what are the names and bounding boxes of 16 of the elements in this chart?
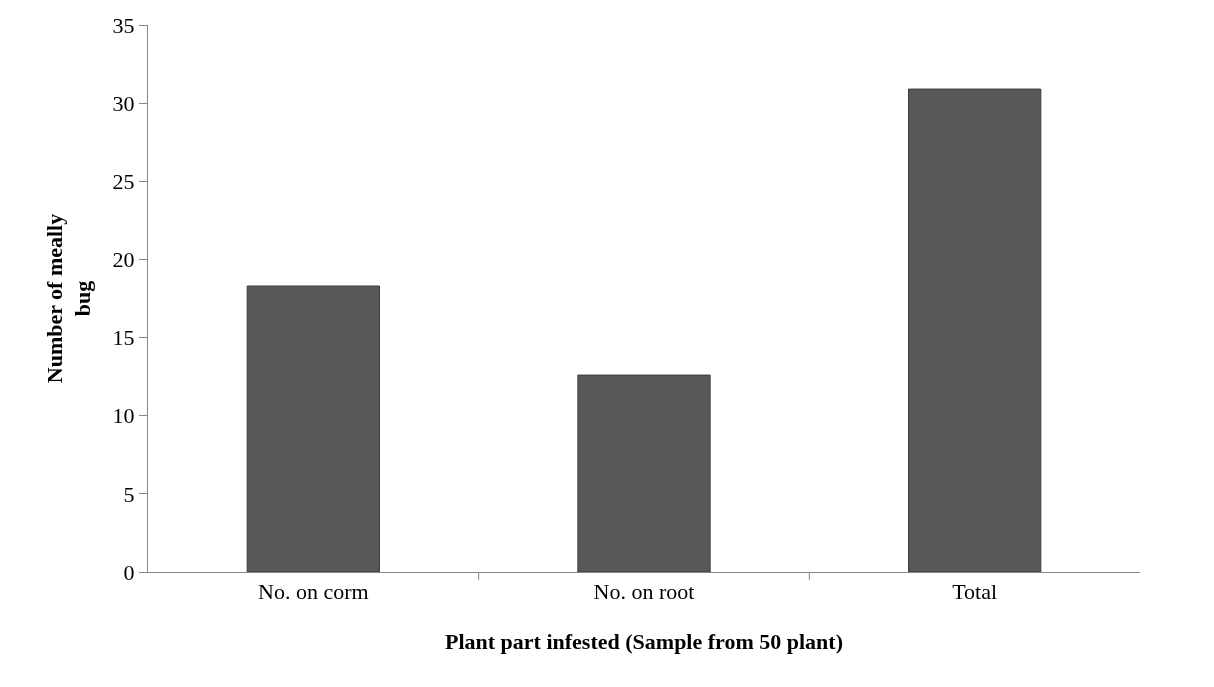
bar (246, 285, 380, 572)
y-tick-label: 30 (112, 90, 135, 116)
x-tick-label: Total (952, 579, 998, 605)
x-tick-label: No. on root (593, 579, 695, 605)
y-tick-label: 25 (112, 168, 135, 194)
y-tick-label: 20 (112, 247, 135, 273)
y-axis-title: Number of meally bug (41, 213, 96, 384)
y-tick-label: 35 (112, 12, 135, 38)
y-tick-label: 0 (123, 559, 135, 585)
y-tick-label: 10 (112, 403, 135, 429)
x-axis-title: Plant part infested (Sample from 50 plant) (444, 629, 844, 655)
bar (908, 88, 1042, 572)
x-tick-label: No. on corm (258, 579, 369, 605)
y-tick-label: 5 (123, 481, 135, 507)
bar (577, 374, 711, 572)
y-tick-label: 15 (112, 325, 135, 351)
